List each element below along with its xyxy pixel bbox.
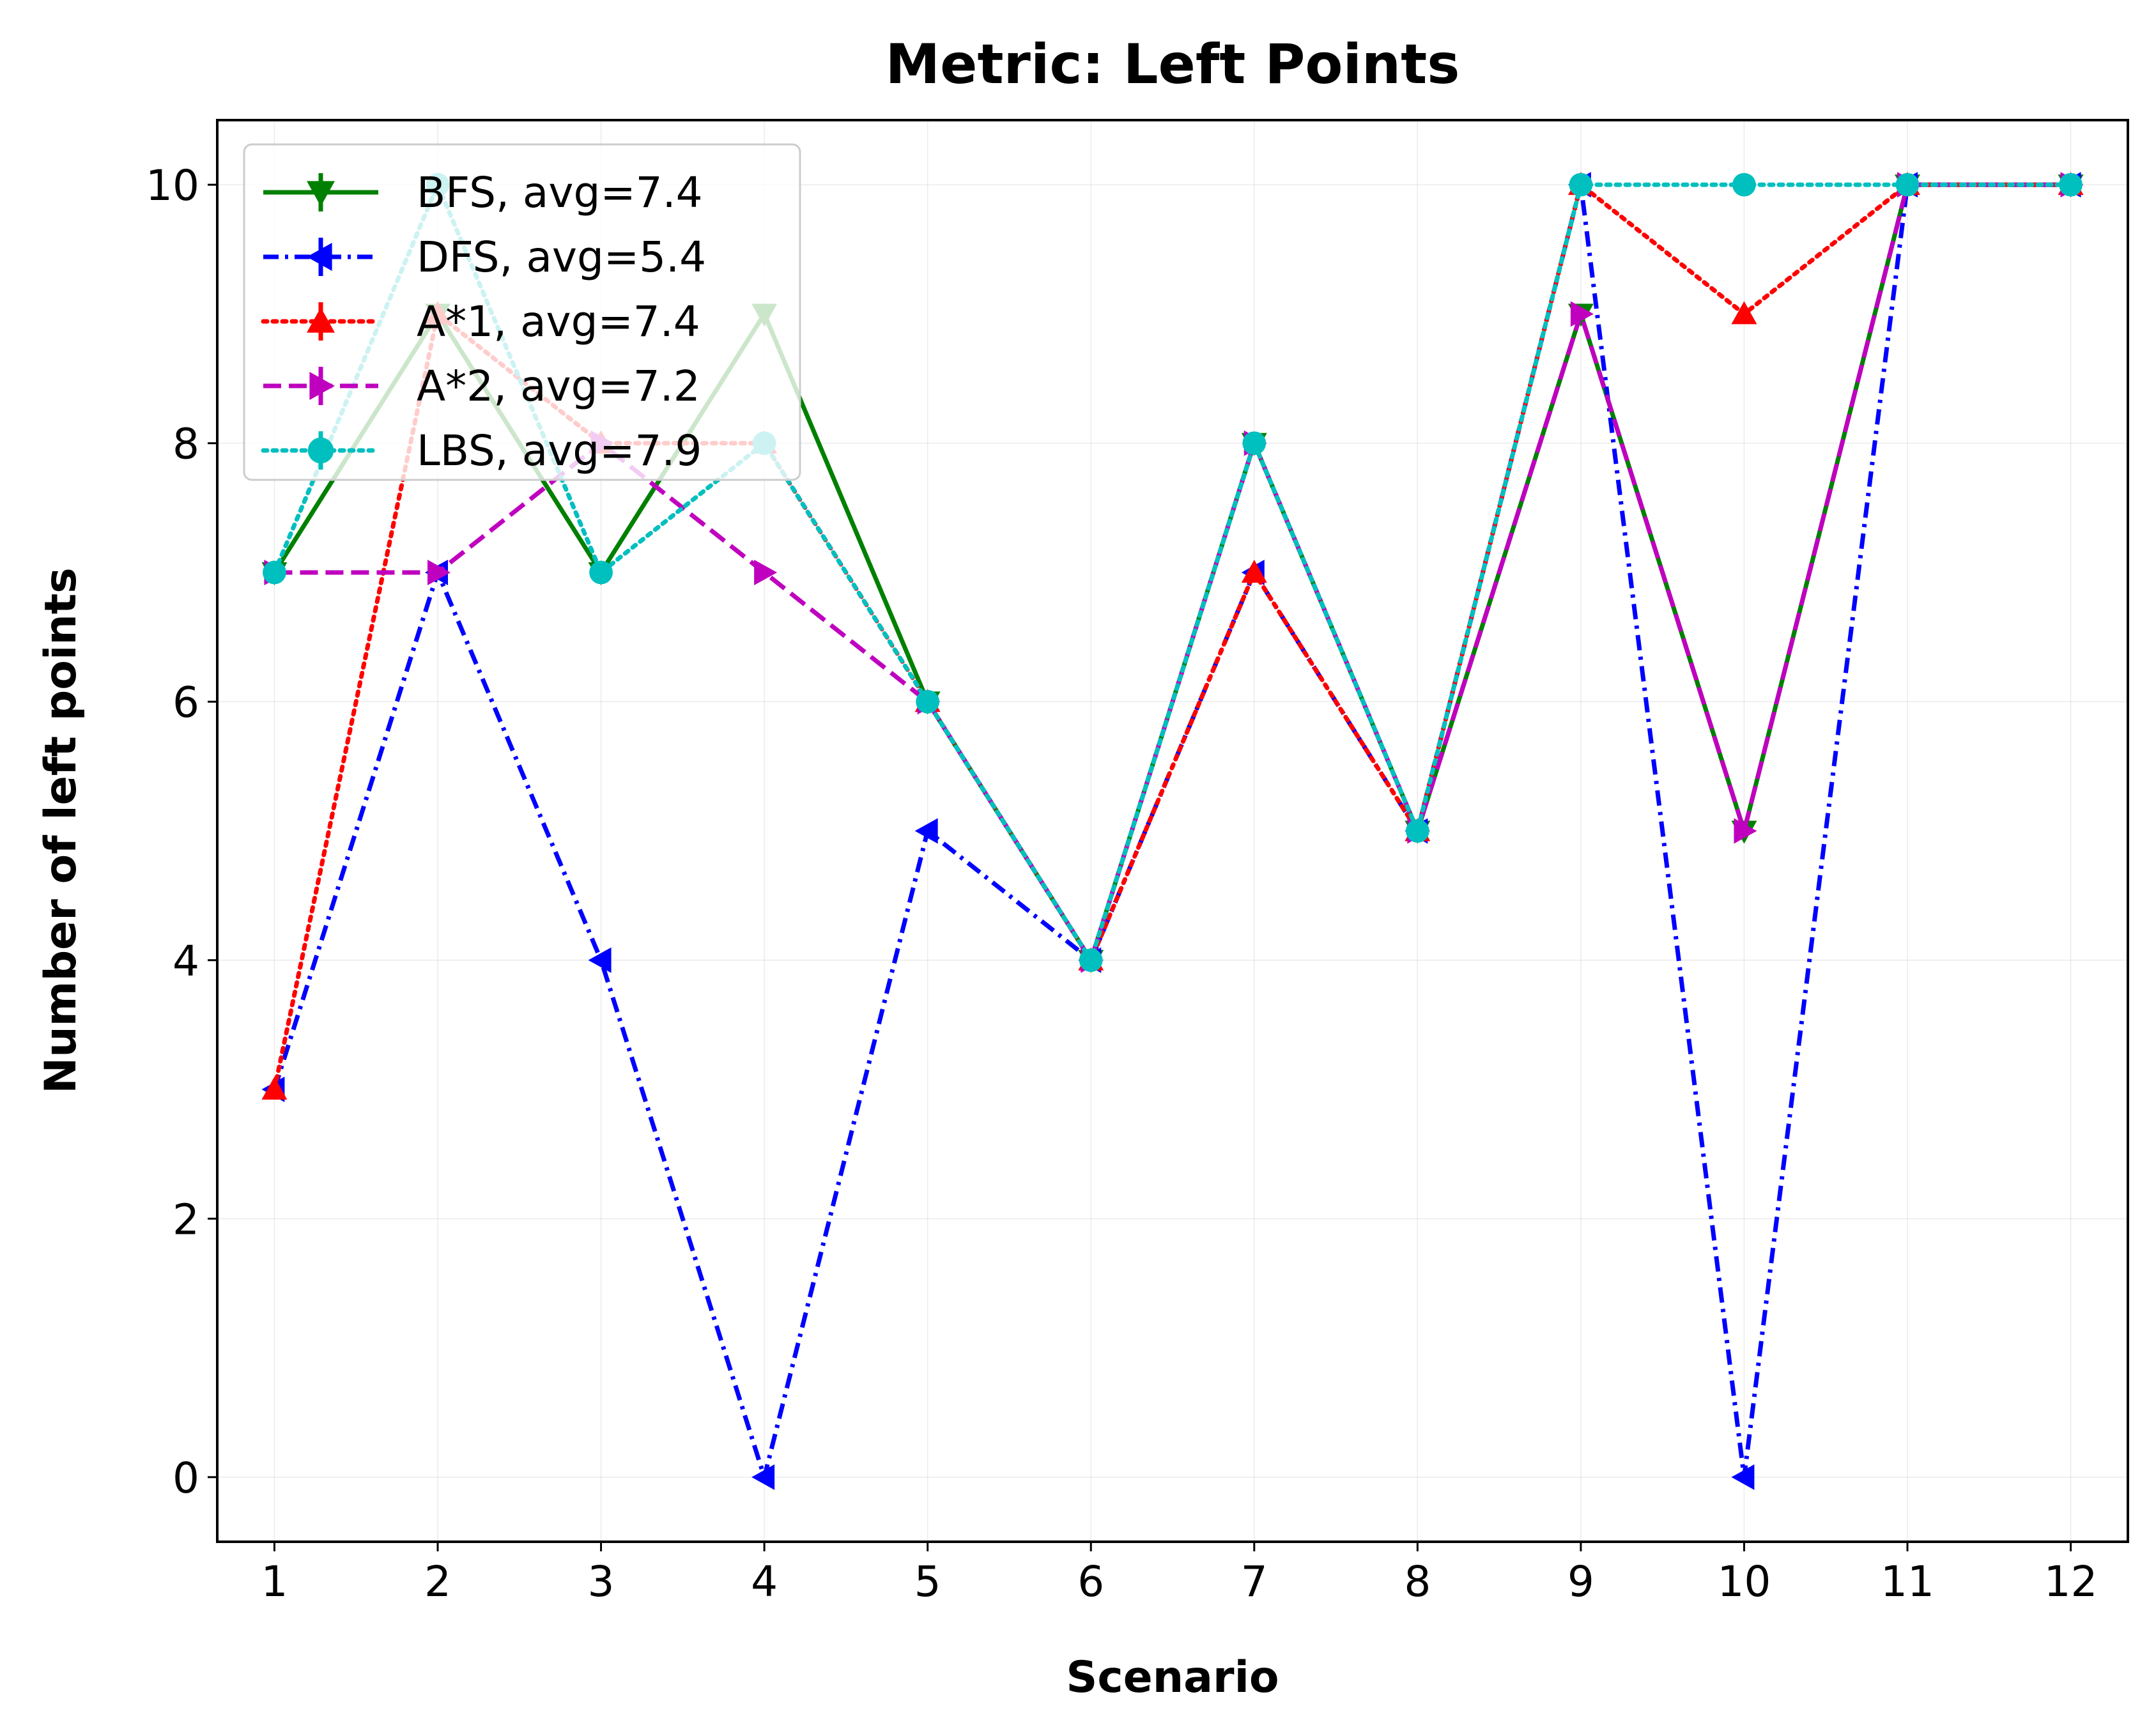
data-point: [1569, 173, 1593, 197]
y-tick-label: 10: [146, 161, 199, 210]
data-point: [916, 689, 940, 714]
y-tick-label: 2: [173, 1195, 199, 1244]
data-point: [1241, 559, 1267, 583]
x-tick-label: 12: [2044, 1557, 2098, 1606]
y-tick-label: 4: [173, 937, 199, 986]
legend-box: [243, 143, 801, 481]
x-tick-label: 8: [1404, 1557, 1431, 1606]
legend-label: A*1, avg=7.4: [417, 297, 700, 346]
data-point: [2059, 173, 2083, 197]
legend-label: LBS, avg=7.9: [417, 426, 702, 475]
x-tick-label: 3: [588, 1557, 615, 1606]
x-tick-label: 6: [1077, 1557, 1104, 1606]
chart-title: Metric: Left Points: [886, 33, 1460, 96]
legend-label: DFS, avg=5.4: [417, 233, 706, 282]
data-point: [1731, 1464, 1755, 1490]
x-tick-label: 1: [261, 1557, 288, 1606]
data-point: [754, 559, 778, 585]
data-point: [1405, 819, 1429, 843]
y-tick-label: 0: [173, 1454, 199, 1503]
legend-label: BFS, avg=7.4: [417, 168, 703, 217]
series-line: [272, 182, 2074, 963]
legend-marker: [307, 181, 335, 206]
x-tick-label: 9: [1567, 1557, 1594, 1606]
plot-area-frame: [216, 119, 2129, 1543]
legend-item: DFS, avg=5.4: [263, 233, 706, 282]
x-tick-label: 7: [1241, 1557, 1268, 1606]
data-point: [914, 818, 938, 844]
data-point: [427, 559, 450, 585]
data-point: [1734, 818, 1757, 844]
legend-item: LBS, avg=7.9: [261, 426, 702, 475]
x-axis-title: Scenario: [1066, 1652, 1279, 1703]
data-point: [751, 1464, 775, 1490]
x-tick-label: 10: [1717, 1557, 1771, 1606]
legend-marker: [307, 243, 332, 271]
legend: BFS, avg=7.4 DFS, avg=5.4 A*1, avg=7.4 A*2,…: [243, 143, 801, 481]
legend-label: A*2, avg=7.2: [417, 362, 700, 411]
x-tick-label: 11: [1881, 1557, 1934, 1606]
data-point: [1242, 431, 1267, 456]
legend-marker: [307, 437, 334, 464]
y-tick-label: 8: [173, 420, 199, 469]
x-tick-label: 2: [424, 1557, 451, 1606]
legend-marker: [307, 307, 335, 333]
data-point: [263, 560, 286, 585]
data-point: [1732, 173, 1756, 197]
y-axis-title: Number of left points: [36, 567, 86, 1093]
legend-item: BFS, avg=7.4: [263, 168, 703, 217]
x-tick-label: 4: [751, 1557, 778, 1606]
legend-marker: [309, 372, 335, 400]
legend-item: A*2, avg=7.2: [263, 362, 700, 411]
data-point: [588, 947, 612, 973]
data-point: [261, 1077, 288, 1100]
data-point: [1079, 948, 1103, 972]
y-tick-label: 6: [173, 678, 199, 727]
data-point: [1895, 173, 1920, 197]
data-point: [1731, 301, 1757, 325]
x-tick-label: 5: [914, 1557, 941, 1606]
data-point: [589, 560, 613, 585]
legend-item: A*1, avg=7.4: [261, 297, 700, 346]
data-point: [1570, 301, 1594, 327]
